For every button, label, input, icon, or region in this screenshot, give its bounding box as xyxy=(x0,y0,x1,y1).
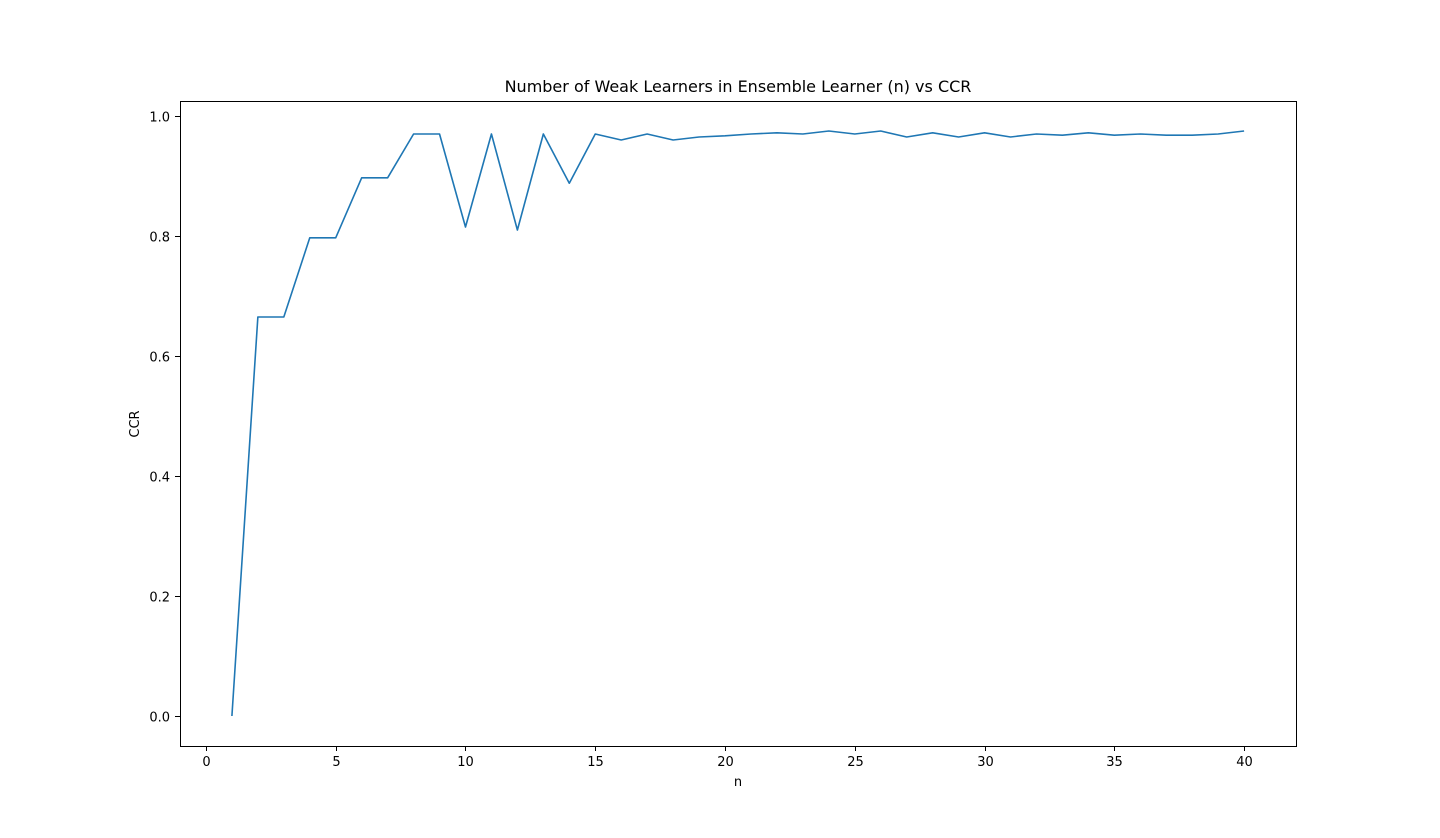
chart-title: Number of Weak Learners in Ensemble Lear… xyxy=(505,77,972,96)
series-line-0 xyxy=(231,130,1245,717)
x-tick-label: 35 xyxy=(1106,755,1123,770)
plot-frame xyxy=(180,101,1297,747)
x-tick-label: 25 xyxy=(847,755,864,770)
y-tick-label: 0.2 xyxy=(149,591,170,606)
x-tick-label: 5 xyxy=(332,755,340,770)
y-axis-label: CCR xyxy=(128,410,143,437)
plot-background xyxy=(180,101,1296,746)
x-tick-label: 20 xyxy=(717,755,734,770)
y-tick-label: 1.0 xyxy=(149,111,170,126)
x-tick-label: 40 xyxy=(1236,755,1253,770)
x-axis: 0 5 10 15 20 25 30 35 40 xyxy=(202,746,1253,770)
x-axis-label: n xyxy=(734,775,742,790)
x-tick-label: 15 xyxy=(587,755,604,770)
x-tick-label: 30 xyxy=(977,755,994,770)
series-layer xyxy=(231,130,1245,717)
y-tick-label: 0.6 xyxy=(149,351,170,366)
y-tick-label: 0.8 xyxy=(149,231,170,246)
y-tick-label: 0.0 xyxy=(149,711,170,726)
y-axis: 0.0 0.2 0.4 0.6 0.8 1.0 xyxy=(149,111,180,726)
x-tick-label: 0 xyxy=(202,755,210,770)
x-tick-label: 10 xyxy=(457,755,474,770)
y-tick-label: 0.4 xyxy=(149,471,170,486)
